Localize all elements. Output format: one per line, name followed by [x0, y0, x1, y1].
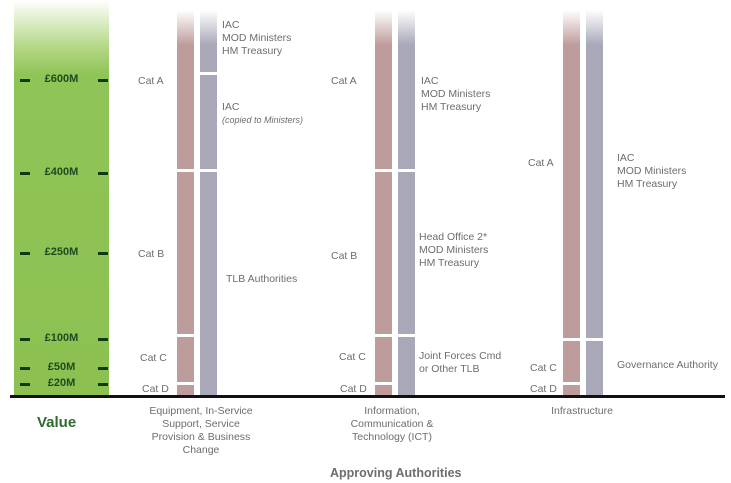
authority-bar-1 [200, 10, 217, 72]
baseline [10, 395, 725, 398]
authority-bar-2 [200, 75, 217, 169]
cat-c-label: Cat C [140, 352, 167, 364]
authority-bar-3 [200, 172, 217, 395]
authority-bar-2 [398, 172, 415, 334]
authority-bar-1 [398, 10, 415, 169]
cat-a-bar [375, 10, 392, 169]
tick-250m: £250M [14, 246, 109, 260]
cat-c-label: Cat C [530, 362, 557, 374]
cat-d-bar [375, 385, 392, 395]
cat-d-label: Cat D [530, 383, 557, 395]
cat-c-label: Cat C [339, 351, 366, 363]
column-title: Infrastructure [551, 405, 613, 417]
cat-c-bar [375, 337, 392, 382]
value-bar [14, 0, 109, 397]
authority-text-1: IAC MOD Ministers HM Treasury [617, 152, 687, 190]
cat-c-bar [177, 337, 194, 382]
authority-bar-3 [398, 337, 415, 395]
cat-b-bar [177, 172, 194, 334]
authority-text-2: Head Office 2* MOD Ministers HM Treasury [419, 231, 489, 269]
column-title: Equipment, In-Service Support, Service P… [149, 405, 253, 456]
authority-text-2: Governance Authority [617, 359, 718, 371]
authority-text-1: IAC MOD Ministers HM Treasury [421, 75, 491, 113]
cat-d-bar [563, 385, 580, 395]
authority-bar-1 [586, 10, 603, 338]
tick-20m: £20M [14, 377, 109, 391]
cat-a-bar [177, 10, 194, 169]
tick-50m: £50M [14, 361, 109, 375]
cat-c-bar [563, 341, 580, 382]
authority-text-2: IAC (copied to Ministers) [222, 101, 304, 125]
tick-600m: £600M [14, 73, 109, 87]
axis-title: Approving Authorities [330, 466, 462, 480]
cat-b-label: Cat B [138, 248, 165, 260]
cat-d-label: Cat D [142, 383, 169, 395]
cat-b-label: Cat B [331, 250, 358, 262]
cat-a-bar [563, 10, 580, 338]
tick-100m: £100M [14, 332, 109, 346]
cat-a-label: Cat A [138, 75, 164, 87]
cat-d-bar [177, 385, 194, 395]
cat-b-bar [375, 172, 392, 334]
cat-a-label: Cat A [528, 157, 554, 169]
cat-a-label: Cat A [331, 75, 357, 87]
value-label: Value [37, 414, 77, 431]
authority-bar-2 [586, 341, 603, 395]
column-title: Information, Communication & Technology … [350, 405, 434, 443]
cat-d-label: Cat D [340, 383, 367, 395]
tick-400m: £400M [14, 166, 109, 180]
authority-text-1: IAC MOD Ministers HM Treasury [222, 19, 292, 57]
authority-text-3: Joint Forces Cmd or Other TLB [419, 350, 502, 375]
authority-text-3: TLB Authorities [226, 273, 298, 285]
